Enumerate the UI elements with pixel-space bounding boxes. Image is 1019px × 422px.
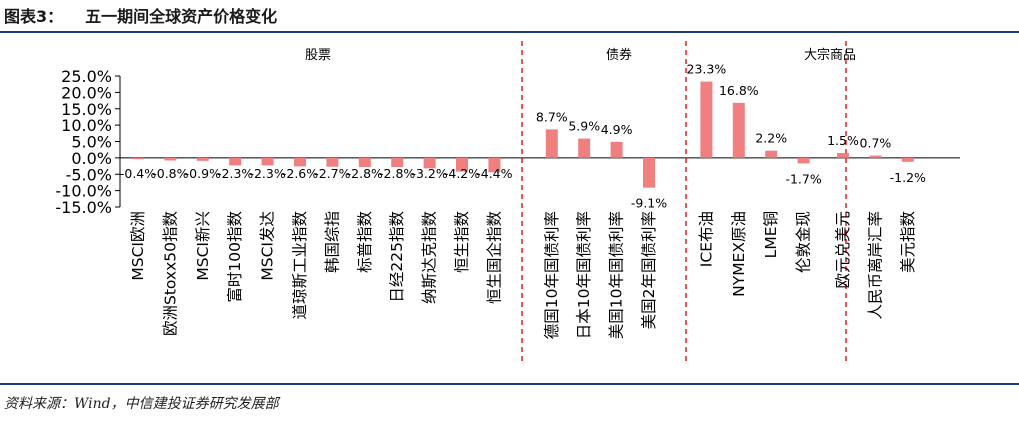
bar — [643, 157, 655, 188]
bar — [869, 155, 882, 158]
category-label: 人民币离岸汇率 — [866, 211, 884, 320]
category-label: 恒生指数 — [453, 211, 471, 274]
bar — [578, 138, 591, 158]
y-tick-label: 5.0% — [71, 133, 112, 152]
bar — [700, 81, 713, 158]
bar — [488, 157, 501, 173]
category-label: 道琼斯工业指数 — [291, 211, 309, 320]
y-tick-label: 10.0% — [61, 116, 112, 135]
data-label: 0.7% — [860, 136, 892, 151]
data-label: -9.1% — [631, 196, 667, 211]
category-label: LME铜 — [762, 211, 780, 258]
bar — [765, 150, 778, 158]
bottom-rule — [0, 383, 1019, 385]
bar — [732, 102, 745, 158]
bar-chart: -15.0%-10.0%-5.0%0.0%5.0%10.0%15.0%20.0%… — [55, 41, 960, 363]
bar — [164, 157, 177, 161]
category-label: 德国10年国债利率 — [543, 211, 561, 339]
category-label: 美元指数 — [899, 211, 917, 274]
data-label: -2.7% — [314, 166, 350, 181]
data-label: 4.9% — [601, 122, 633, 137]
category-label: MSCI新兴 — [194, 211, 212, 281]
data-label: -0.8% — [152, 166, 188, 181]
data-label: -2.6% — [282, 166, 318, 181]
data-label: -2.8% — [347, 166, 383, 181]
data-label: 1.5% — [827, 133, 859, 148]
category-label: 纳斯达克指数 — [421, 211, 439, 305]
bar — [261, 157, 274, 166]
category-label: 美国2年国债利率 — [640, 211, 658, 329]
source-note: 资料来源：Wind，中信建投证券研究发展部 — [4, 396, 279, 412]
y-tick-label: 15.0% — [61, 100, 112, 119]
data-label: -2.8% — [379, 166, 415, 181]
data-label: -4.2% — [444, 166, 480, 181]
category-label: NYMEX原油 — [730, 211, 748, 297]
bar — [391, 157, 404, 168]
bar — [423, 157, 436, 169]
y-tick-label: 25.0% — [61, 67, 112, 86]
category-label: MSCI发达 — [259, 211, 277, 281]
bar — [456, 157, 468, 172]
data-label: 2.2% — [755, 131, 787, 146]
category-label: 美国10年国债利率 — [608, 211, 626, 339]
bar — [132, 157, 144, 160]
bar — [610, 141, 623, 158]
category-label: ICE布油 — [697, 211, 715, 267]
data-label: -1.2% — [890, 170, 926, 185]
category-label: MSCI欧洲 — [129, 211, 147, 281]
data-label: -2.3% — [217, 166, 253, 181]
data-label: -1.7% — [785, 171, 821, 186]
data-label: 23.3% — [687, 62, 727, 77]
category-label: 欧洲Stoxx50指数 — [161, 211, 179, 336]
data-label: -4.4% — [476, 166, 512, 181]
bar — [229, 157, 242, 166]
category-label: 恒生国企指数 — [485, 211, 503, 305]
category-label: 日本10年国债利率 — [575, 211, 593, 339]
bar — [294, 157, 306, 167]
figure-title: 五一期间全球资产价格变化 — [85, 7, 278, 26]
bar — [901, 157, 914, 162]
bar — [326, 157, 339, 167]
category-label: 韩国综指 — [323, 211, 341, 273]
data-label: -3.2% — [411, 166, 447, 181]
y-tick-label: 20.0% — [61, 83, 112, 102]
bar — [797, 157, 810, 164]
category-label: 标普指数 — [356, 211, 374, 274]
bar — [545, 129, 558, 158]
figure-number: 图表3： — [4, 7, 64, 26]
bar — [837, 152, 849, 158]
bar — [196, 157, 209, 161]
y-tick-label: -10.0% — [55, 182, 112, 201]
y-tick-label: -15.0% — [55, 198, 112, 217]
y-tick-label: 0.0% — [71, 149, 112, 168]
data-label: 8.7% — [536, 109, 568, 124]
group-label: 大宗商品 — [804, 47, 856, 63]
y-tick-label: -5.0% — [66, 165, 112, 184]
group-label: 股票 — [305, 48, 331, 63]
bar — [358, 157, 371, 168]
category-label: 日经225指数 — [388, 211, 406, 303]
data-label: -0.4% — [120, 166, 156, 181]
category-label: 富时100指数 — [226, 211, 244, 303]
category-label: 伦敦金现 — [795, 211, 813, 273]
data-label: -2.3% — [249, 166, 285, 181]
group-label: 债券 — [606, 47, 632, 63]
figure-caption: 图表3： 五一期间全球资产价格变化 — [4, 4, 277, 30]
data-label: 5.9% — [568, 119, 600, 134]
category-label: 欧元兑美元 — [834, 211, 852, 289]
data-label: 16.8% — [719, 83, 759, 98]
top-rule — [0, 31, 1019, 33]
data-label: -0.9% — [185, 166, 221, 181]
